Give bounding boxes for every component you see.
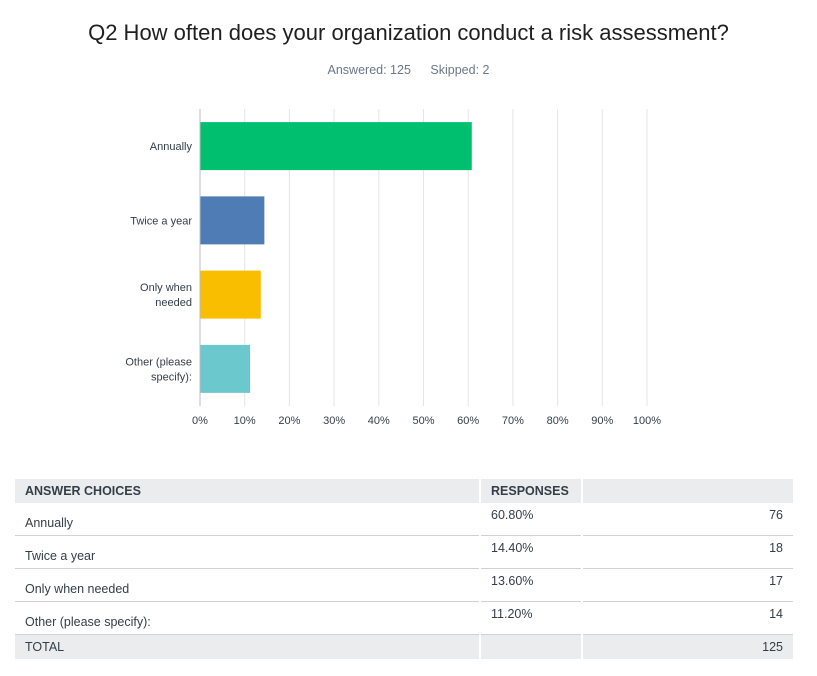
row-count: 14 (582, 601, 795, 635)
bar-chart: 0% 10% 20% 30% 40% 50% 60% 70% 80% 90% 100% Annuall… (125, 109, 661, 427)
x-tick-label: 50% (412, 415, 434, 427)
bar-0 (200, 122, 472, 171)
header-count (582, 479, 795, 503)
table-header-row: ANSWER CHOICES RESPONSES (15, 479, 795, 503)
header-responses: RESPONSES (480, 479, 583, 503)
row-count: 17 (582, 568, 795, 602)
category-label: specify): (151, 371, 192, 383)
skipped-count: Skipped: 2 (430, 63, 490, 77)
total-label: TOTAL (15, 634, 481, 659)
table-row: Only when needed 13.60% 17 (15, 568, 795, 602)
table-row: Annually 60.80% 76 (15, 503, 795, 536)
total-empty (480, 634, 583, 659)
total-count: 125 (582, 634, 795, 659)
row-count: 18 (582, 535, 795, 569)
row-choice: Annually (15, 503, 481, 536)
table-row: Other (please specify): 11.20% 14 (15, 601, 795, 635)
row-percent: 11.20% (480, 601, 583, 635)
category-label: Twice a year (130, 215, 192, 227)
x-tick-label: 40% (368, 415, 390, 427)
x-tick-label: 60% (457, 415, 479, 427)
question-title: Q2 How often does your organization cond… (88, 20, 729, 45)
x-tick-label: 30% (323, 415, 345, 427)
bar-3 (200, 344, 251, 393)
header-answer-choices: ANSWER CHOICES (15, 479, 481, 503)
table-row: Twice a year 14.40% 18 (15, 535, 795, 569)
category-label: needed (155, 297, 192, 309)
x-tick-label: 10% (234, 415, 256, 427)
x-tick-label: 20% (278, 415, 300, 427)
bar-2 (200, 270, 261, 319)
category-label: Only when (140, 282, 192, 294)
response-stats: Answered: 125 Skipped: 2 (0, 63, 817, 77)
results-table: ANSWER CHOICES RESPONSES Annually 60.80%… (15, 479, 795, 659)
x-tick-label: 70% (502, 415, 524, 427)
row-choice: Twice a year (15, 535, 481, 569)
x-tick-label: 0% (192, 415, 208, 427)
x-tick-label: 80% (547, 415, 569, 427)
category-label: Annually (150, 141, 193, 153)
total-row: TOTAL 125 (15, 634, 795, 659)
row-percent: 14.40% (480, 535, 583, 569)
row-choice: Only when needed (15, 568, 481, 602)
row-choice: Other (please specify): (15, 601, 481, 635)
row-percent: 13.60% (480, 568, 583, 602)
bar-1 (200, 196, 265, 245)
row-percent: 60.80% (480, 503, 583, 536)
answered-count: Answered: 125 (327, 63, 411, 77)
category-label: Other (please (125, 356, 192, 368)
row-count: 76 (582, 503, 795, 536)
x-tick-label: 90% (591, 415, 613, 427)
x-tick-label: 100% (633, 415, 661, 427)
